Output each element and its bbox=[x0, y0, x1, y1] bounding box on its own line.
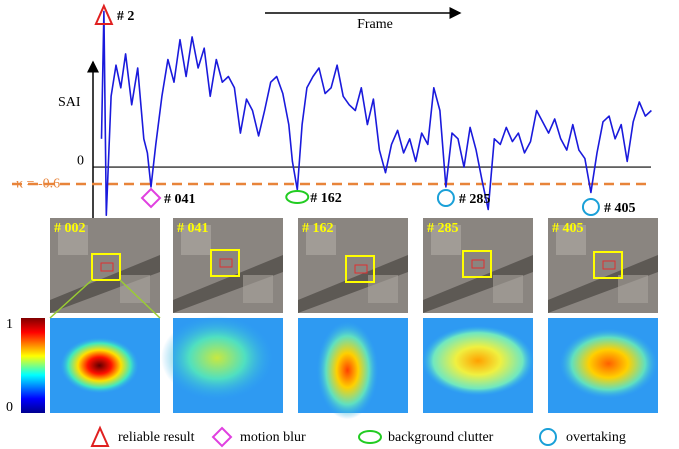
frame-label: # 405 bbox=[552, 221, 584, 236]
event-marker bbox=[142, 189, 160, 207]
building bbox=[493, 275, 523, 303]
figure: Frame SAI 0 κ = -0.6 # 2 # 041 # 162 # 285 # 4… bbox=[0, 0, 679, 449]
colorbar-label: 1 bbox=[6, 317, 13, 332]
event-marker bbox=[583, 199, 599, 215]
heatmap-peak bbox=[422, 326, 534, 396]
event-label: # 2 bbox=[117, 9, 134, 24]
plot: 0 κ = -0.6 # 2 # 041 # 162 # 285 # 405 bbox=[12, 6, 652, 216]
thumbnails: # 002 # 041 # 162 # 285 # 405 1 0 bbox=[6, 218, 658, 419]
legend-symbol bbox=[92, 428, 108, 446]
frame-label: # 002 bbox=[54, 221, 86, 236]
legend-label: reliable result bbox=[118, 430, 195, 445]
event-label: # 285 bbox=[459, 192, 491, 207]
event-label: # 162 bbox=[310, 191, 342, 206]
heatmap-peak bbox=[317, 321, 379, 419]
heatmap-peak bbox=[161, 316, 273, 400]
y-tick-label: 0 bbox=[77, 153, 84, 168]
event-marker bbox=[438, 190, 454, 206]
threshold-label: κ = -0.6 bbox=[16, 176, 60, 191]
legend: reliable result motion blur background clu… bbox=[92, 428, 626, 446]
event-label: # 405 bbox=[604, 201, 636, 216]
heatmap-peak bbox=[60, 338, 138, 394]
colorbar bbox=[21, 318, 45, 413]
frame-label: # 041 bbox=[177, 221, 209, 236]
legend-label: background clutter bbox=[388, 430, 494, 445]
building bbox=[618, 275, 648, 303]
event-marker bbox=[286, 191, 308, 203]
y-axis-label: SAI bbox=[58, 95, 81, 110]
sai-line bbox=[102, 11, 652, 215]
legend-label: overtaking bbox=[566, 430, 626, 445]
building bbox=[243, 275, 273, 303]
frame-label: # 162 bbox=[302, 221, 334, 236]
x-axis-label: Frame bbox=[357, 17, 393, 32]
heatmap-peak bbox=[560, 329, 658, 399]
legend-symbol bbox=[540, 429, 556, 445]
legend-symbol bbox=[359, 431, 381, 443]
legend-label: motion blur bbox=[240, 430, 306, 445]
building bbox=[368, 275, 398, 303]
event-label: # 041 bbox=[164, 192, 196, 207]
building bbox=[120, 275, 150, 303]
colorbar-label: 0 bbox=[6, 400, 13, 415]
legend-symbol bbox=[213, 428, 231, 446]
frame-label: # 285 bbox=[427, 221, 459, 236]
